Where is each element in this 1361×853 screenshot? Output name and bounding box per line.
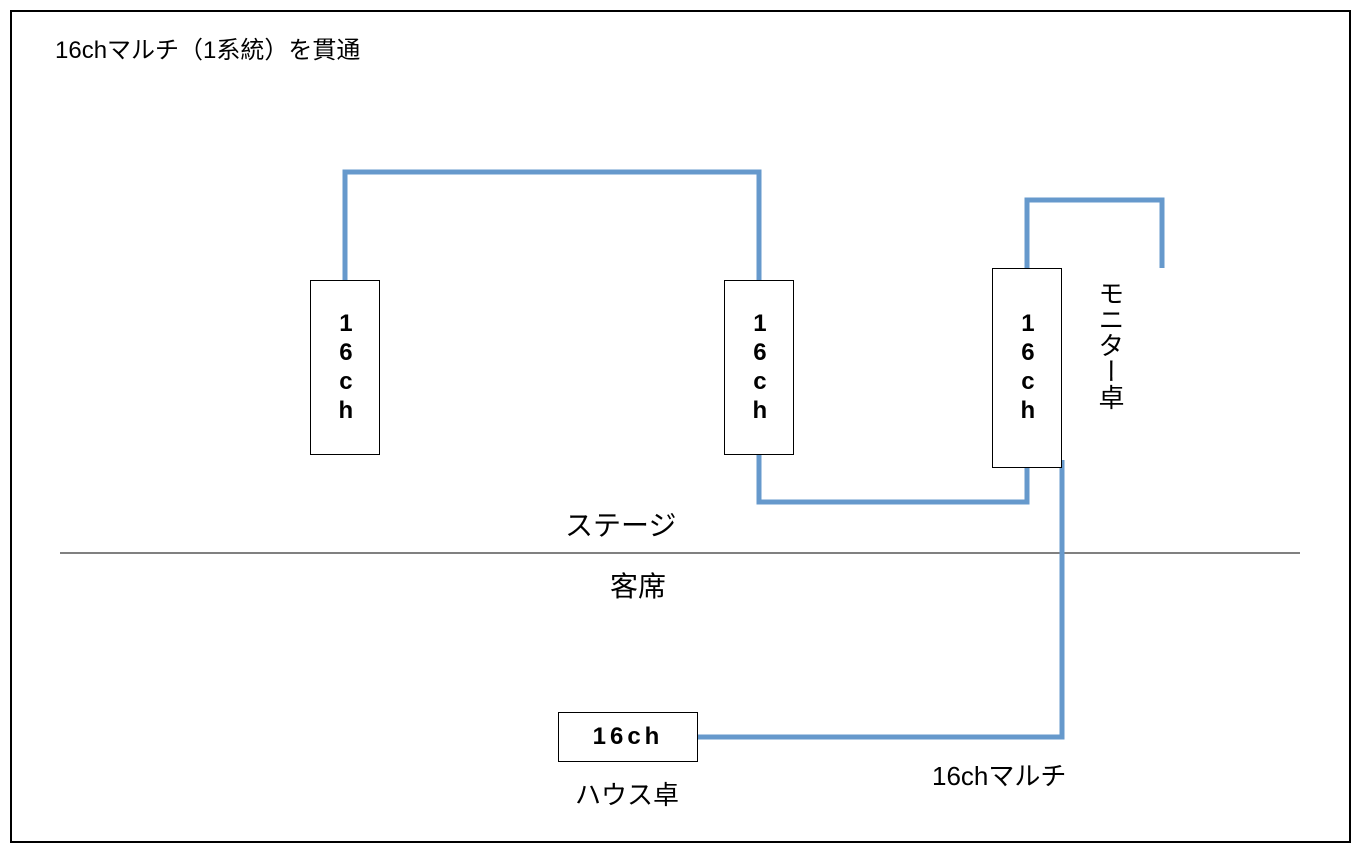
house-desk-box: 16ch <box>558 712 698 762</box>
house-desk-label: ハウス卓 <box>575 775 679 812</box>
monitor-desk-box: 16ch <box>992 268 1062 468</box>
stage-label: ステージ <box>565 504 676 544</box>
stage-box-right: 16ch <box>724 280 794 455</box>
monitor-desk-label: モニター卓 <box>1092 280 1129 410</box>
multi-cable-label: 16chマルチ <box>932 756 1066 793</box>
seats-label: 客席 <box>610 565 666 605</box>
diagram-title: 16chマルチ（1系統）を貫通 <box>55 30 360 65</box>
stage-box-left: 16ch <box>310 280 380 455</box>
